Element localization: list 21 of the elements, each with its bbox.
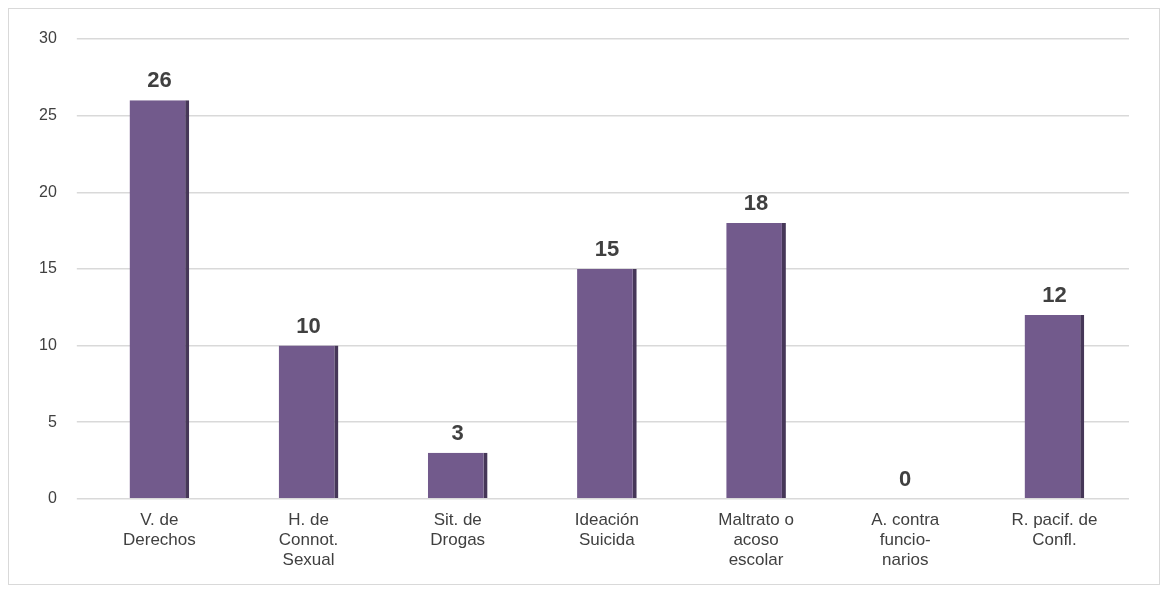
x-tick-label: Sit. de Drogas bbox=[430, 509, 486, 550]
data-label: 0 bbox=[899, 465, 912, 491]
data-label: 15 bbox=[594, 235, 620, 261]
x-tick-label: V. de Derechos bbox=[123, 509, 196, 550]
x-tick-label: Maltrato o acoso escolar bbox=[718, 509, 794, 570]
x-tick-label: A. contra funcio- narios bbox=[871, 509, 940, 570]
data-label: 10 bbox=[296, 312, 321, 338]
x-tick-label: R. pacif. de Confl. bbox=[1011, 509, 1098, 550]
x-tick-label: H. de Connot. Sexual bbox=[278, 509, 339, 570]
y-tick-label: 20 bbox=[39, 182, 57, 200]
y-tick-label: 15 bbox=[39, 259, 57, 277]
data-label: 18 bbox=[743, 189, 769, 215]
y-tick-label: 0 bbox=[47, 489, 57, 507]
data-label: 3 bbox=[451, 419, 464, 445]
y-tick-label: 30 bbox=[39, 29, 57, 47]
y-tick-label: 25 bbox=[39, 106, 57, 124]
y-tick-label: 10 bbox=[39, 335, 57, 353]
x-tick-label: Ideación Suicida bbox=[574, 509, 640, 550]
y-tick-label: 5 bbox=[47, 412, 57, 430]
data-label: 12 bbox=[1042, 281, 1067, 307]
data-label: 26 bbox=[147, 67, 172, 93]
